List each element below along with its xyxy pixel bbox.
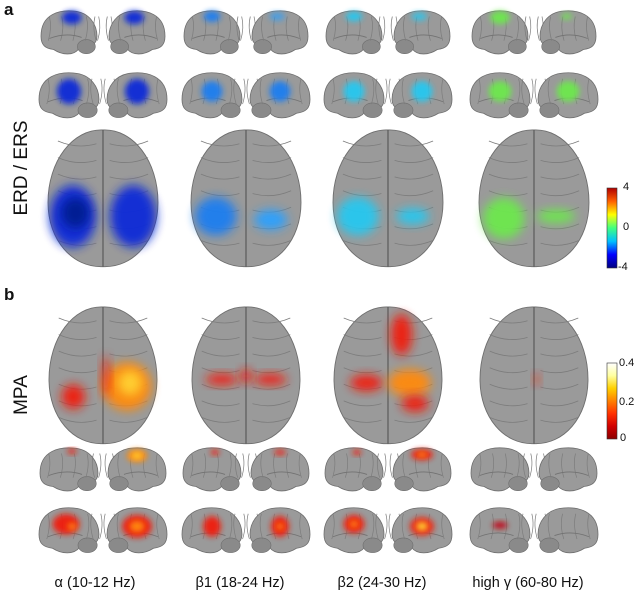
mpa-beta1-lateral-left-lower [181,507,259,554]
erd-gamma-lateral-left-lower [469,72,547,119]
erd-beta2-lateral-right-lower [375,72,453,119]
mpa-beta2-lateral-left-upper [324,447,400,492]
erd-beta1-lateral-right-lower [233,72,311,119]
erd-alpha-lateral-right-upper [93,10,166,55]
mpa-alpha-lateral-left-upper [39,447,115,492]
mpa-gamma-lateral-right-upper [522,447,598,492]
mpa-gamma-top-view [479,306,589,445]
mpa-row-label: MPA [11,375,32,415]
erd-beta2-lateral-left-lower [323,72,401,119]
mpa-alpha-top-view [48,306,158,445]
erd-beta2-lateral-right-upper [378,10,451,55]
erd-beta2-top-view [332,129,444,268]
erd-colorbar-min: -4 [618,261,628,273]
mpa-gamma-lateral-right-lower [521,507,599,554]
erd-gamma-lateral-right-upper [524,10,597,55]
mpa-colorbar-min: 0 [620,432,627,444]
mpa-beta1-lateral-right-upper [234,447,310,492]
mpa-colorbar-max: 0.4 [619,357,635,369]
erd-alpha-lateral-right-lower [90,72,168,119]
band-label-alpha: α (10-12 Hz) [54,575,136,591]
mpa-beta2-top-view [333,306,443,445]
mpa-beta1-lateral-left-upper [182,447,258,492]
erd-beta2-lateral-left-upper [325,10,398,55]
erd-beta1-lateral-right-upper [236,10,309,55]
mpa-beta2-lateral-left-lower [323,507,401,554]
mpa-beta1-lateral-right-lower [233,507,311,554]
erd-ers-row-label: ERD / ERS [11,120,32,216]
erd-alpha-top-view [47,129,159,268]
mpa-alpha-lateral-right-lower [90,507,168,554]
mpa-gamma-lateral-left-lower [469,507,547,554]
mpa-colorbar-mid: 0.2 [619,396,635,408]
mpa-beta1-top-view [191,306,301,445]
erd-beta1-lateral-left-lower [181,72,259,119]
band-label-beta2: β2 (24-30 Hz) [337,575,427,591]
panel-a-letter: a [4,0,14,19]
erd-gamma-lateral-left-upper [471,10,544,55]
band-label-high-gamma: high γ (60-80 Hz) [472,575,584,591]
erd-colorbar [606,187,618,269]
erd-alpha-lateral-left-upper [40,10,113,55]
mpa-alpha-lateral-left-lower [38,507,116,554]
erd-beta1-lateral-left-upper [183,10,256,55]
mpa-beta2-lateral-right-lower [375,507,453,554]
mpa-gamma-lateral-left-upper [470,447,546,492]
mpa-colorbar [606,362,618,440]
mpa-alpha-lateral-right-upper [91,447,167,492]
erd-colorbar-max: 4 [623,181,630,193]
erd-gamma-lateral-right-lower [521,72,599,119]
mpa-beta2-lateral-right-upper [376,447,452,492]
erd-gamma-top-view [478,129,590,268]
panel-b-letter: b [4,285,15,304]
erd-beta1-top-view [190,129,302,268]
erd-colorbar-mid: 0 [623,221,630,233]
band-label-beta1: β1 (18-24 Hz) [195,575,285,591]
erd-alpha-lateral-left-lower [38,72,116,119]
